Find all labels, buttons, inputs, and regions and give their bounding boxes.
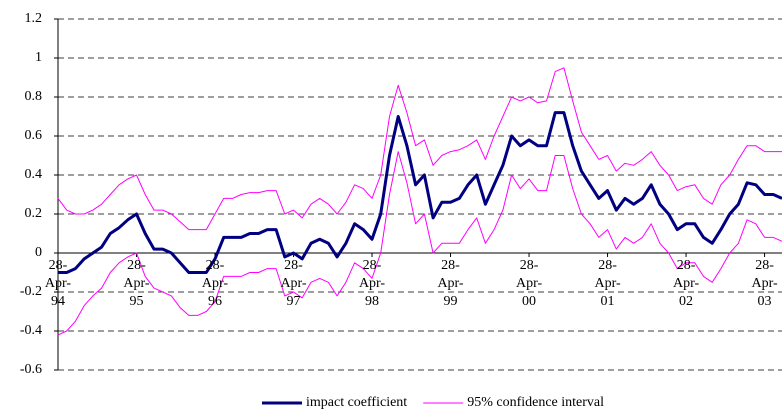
- y-tick-label: 0.2: [25, 206, 43, 221]
- x-tick-label: 28-Apr-98: [358, 258, 386, 309]
- y-tick-label: 0: [35, 245, 42, 260]
- legend-label: impact coefficient: [306, 395, 407, 410]
- y-tick-label: 1.2: [25, 11, 43, 26]
- y-tick-label: 1: [35, 50, 42, 65]
- y-tick-label: 0.6: [25, 128, 43, 143]
- x-tick-label: 28-Apr-00: [515, 258, 543, 309]
- x-tick-label: 28-Apr-01: [594, 258, 621, 309]
- y-tick-label: -0.2: [20, 284, 42, 299]
- x-tick-label: 28-Apr-96: [201, 258, 229, 309]
- y-tick-label: 0.8: [25, 89, 43, 104]
- y-tick-label: 0.4: [25, 167, 43, 182]
- x-tick-label: 28-Apr-95: [123, 258, 150, 309]
- legend-label: 95% confidence interval: [467, 395, 604, 410]
- series-line: [58, 111, 782, 274]
- y-tick-label: -0.4: [20, 323, 42, 338]
- y-tick-label: -0.6: [20, 362, 42, 377]
- x-tick-label: 28-Apr-03: [751, 258, 778, 309]
- x-tick-label: 28-Apr-99: [437, 258, 464, 309]
- x-tick-label: 28-Apr-02: [672, 258, 700, 309]
- ci-lower-line: [57, 151, 782, 336]
- ci-upper-line: [57, 67, 782, 231]
- x-tick-label: 28-Apr-94: [44, 258, 72, 309]
- x-tick-label: 28-Apr-97: [280, 258, 307, 309]
